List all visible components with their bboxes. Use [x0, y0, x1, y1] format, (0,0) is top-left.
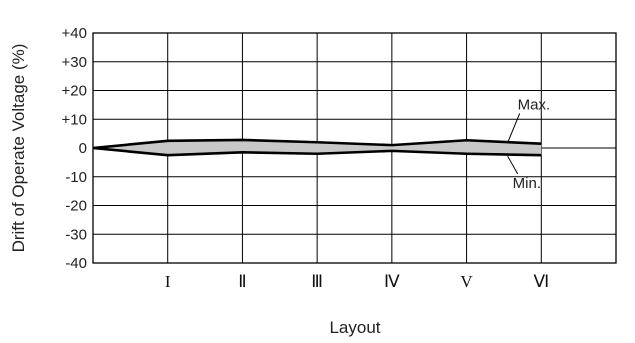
min-annotation: Min. — [513, 175, 541, 192]
series-line-min — [92, 146, 542, 157]
y-tick-label: -20 — [65, 198, 87, 215]
y-axis-label: Drift of Operate Voltage (%) — [9, 44, 28, 253]
x-tick-labels: I Ⅱ Ⅲ Ⅳ V Ⅵ — [165, 272, 549, 291]
max-annotation: Max. — [518, 97, 551, 114]
y-tick-label: -40 — [65, 255, 87, 272]
series-line-max — [92, 138, 542, 150]
y-tick-label: 0 — [79, 140, 87, 157]
x-tick-label: Ⅱ — [238, 272, 246, 291]
x-tick-label: Ⅲ — [311, 272, 323, 291]
min-leader-line — [507, 155, 519, 175]
y-tick-label: +40 — [62, 25, 87, 42]
y-tick-label: +20 — [62, 83, 87, 100]
x-tick-label: Ⅵ — [533, 272, 549, 291]
x-axis-label: Layout — [329, 318, 380, 337]
max-leader-line — [507, 113, 521, 143]
y-tick-label: -10 — [65, 169, 87, 186]
y-tick-labels: +40 +30 +20 +10 0 -10 -20 -30 -40 — [62, 25, 87, 272]
x-tick-label: I — [165, 272, 171, 291]
x-tick-label: V — [460, 272, 473, 291]
annotations: Max. Min. — [507, 97, 551, 192]
y-tick-label: -30 — [65, 226, 87, 243]
series-lines — [92, 138, 542, 157]
y-tick-label: +10 — [62, 111, 87, 128]
y-tick-label: +30 — [62, 54, 87, 71]
plot-frame — [92, 32, 617, 264]
x-tick-label: Ⅳ — [384, 272, 400, 291]
